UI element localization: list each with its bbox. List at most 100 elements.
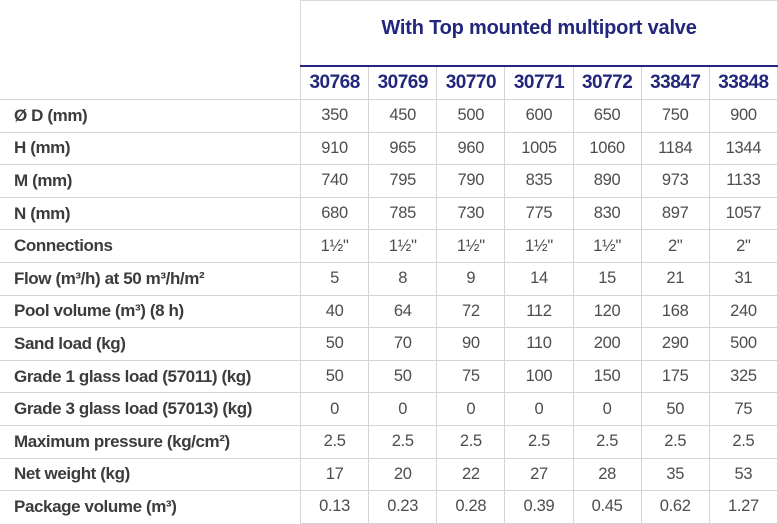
- spec-value: 0.62: [640, 490, 710, 524]
- spec-value: 740: [300, 164, 370, 198]
- spec-value: 890: [572, 164, 642, 198]
- spec-value: 2": [640, 229, 710, 263]
- spec-row: Ø D (mm) 350 450 500 600 650 750 900: [0, 99, 778, 133]
- product-code: 33848: [708, 66, 778, 100]
- spec-value: 40: [300, 295, 370, 329]
- spec-value: 2.5: [504, 425, 574, 459]
- spec-value: 0: [436, 392, 506, 426]
- spec-value: 50: [300, 360, 370, 394]
- row-label: Ø D (mm): [0, 99, 301, 133]
- product-code: 30772: [572, 66, 642, 100]
- spec-value: 31: [708, 262, 778, 296]
- row-label: Connections: [0, 229, 301, 263]
- spec-row: Net weight (kg) 17 20 22 27 28 35 53: [0, 458, 778, 492]
- empty-header-cell: [0, 66, 301, 100]
- spec-value: 5: [300, 262, 370, 296]
- spec-value: 900: [708, 99, 778, 133]
- spec-value: 0.23: [368, 490, 438, 524]
- spec-value: 1133: [708, 164, 778, 198]
- spec-value: 0.13: [300, 490, 370, 524]
- spec-value: 1½": [368, 229, 438, 263]
- spec-value: 35: [640, 458, 710, 492]
- spec-value: 2.5: [436, 425, 506, 459]
- row-label: Grade 3 glass load (57013) (kg): [0, 392, 301, 426]
- spec-value: 1344: [708, 132, 778, 166]
- spec-value: 50: [300, 327, 370, 361]
- spec-value: 960: [436, 132, 506, 166]
- spec-value: 110: [504, 327, 574, 361]
- spec-value: 897: [640, 197, 710, 231]
- spec-value: 112: [504, 295, 574, 329]
- spec-row: Sand load (kg) 50 70 90 110 200 290 500: [0, 327, 778, 361]
- spec-row: Maximum pressure (kg/cm²) 2.5 2.5 2.5 2.5 2.5…: [0, 425, 778, 459]
- spec-value: 15: [572, 262, 642, 296]
- spec-value: 75: [436, 360, 506, 394]
- spec-value: 0: [368, 392, 438, 426]
- row-label: Grade 1 glass load (57011) (kg): [0, 360, 301, 394]
- spec-value: 175: [640, 360, 710, 394]
- spec-value: 0: [572, 392, 642, 426]
- row-label: Flow (m³/h) at 50 m³/h/m²: [0, 262, 301, 296]
- spec-value: 0: [300, 392, 370, 426]
- spec-row: H (mm) 910 965 960 1005 1060 1184 1344: [0, 132, 778, 166]
- spec-value: 2.5: [572, 425, 642, 459]
- row-label: Maximum pressure (kg/cm²): [0, 425, 301, 459]
- product-code: 30770: [436, 66, 506, 100]
- spec-value: 150: [572, 360, 642, 394]
- row-label: M (mm): [0, 164, 301, 198]
- spec-value: 53: [708, 458, 778, 492]
- spec-row: Grade 1 glass load (57011) (kg) 50 50 75 100…: [0, 360, 778, 394]
- spec-value: 0.45: [572, 490, 642, 524]
- spec-value: 2.5: [368, 425, 438, 459]
- spec-row: N (mm) 680 785 730 775 830 897 1057: [0, 197, 778, 231]
- spec-value: 8: [368, 262, 438, 296]
- spec-value: 680: [300, 197, 370, 231]
- spec-row: Connections 1½" 1½" 1½" 1½" 1½" 2" 2": [0, 229, 778, 263]
- product-code: 30769: [368, 66, 438, 100]
- spec-value: 75: [708, 392, 778, 426]
- spec-value: 70: [368, 327, 438, 361]
- spec-value: 27: [504, 458, 574, 492]
- spec-value: 835: [504, 164, 574, 198]
- spec-value: 2.5: [300, 425, 370, 459]
- spec-value: 100: [504, 360, 574, 394]
- row-label: Net weight (kg): [0, 458, 301, 492]
- spec-value: 795: [368, 164, 438, 198]
- spec-value: 290: [640, 327, 710, 361]
- spec-value: 1½": [572, 229, 642, 263]
- spec-value: 0.39: [504, 490, 574, 524]
- spec-row: Pool volume (m³) (8 h) 40 64 72 112 120 168 240: [0, 295, 778, 329]
- spec-value: 650: [572, 99, 642, 133]
- row-label: Sand load (kg): [0, 327, 301, 361]
- spec-value: 600: [504, 99, 574, 133]
- spec-value: 200: [572, 327, 642, 361]
- spec-value: 20: [368, 458, 438, 492]
- product-code: 33847: [640, 66, 710, 100]
- spec-value: 910: [300, 132, 370, 166]
- spec-value: 9: [436, 262, 506, 296]
- spec-value: 90: [436, 327, 506, 361]
- spec-value: 1005: [504, 132, 574, 166]
- spec-value: 72: [436, 295, 506, 329]
- spec-value: 965: [368, 132, 438, 166]
- spec-value: 730: [436, 197, 506, 231]
- spec-value: 21: [640, 262, 710, 296]
- spec-value: 50: [640, 392, 710, 426]
- spec-value: 500: [436, 99, 506, 133]
- title-row: With Top mounted multiport valve: [0, 0, 778, 67]
- spec-value: 50: [368, 360, 438, 394]
- spec-row: Flow (m³/h) at 50 m³/h/m² 5 8 9 14 15 21 31: [0, 262, 778, 296]
- spec-value: 1½": [436, 229, 506, 263]
- spec-value: 240: [708, 295, 778, 329]
- spec-value: 1½": [300, 229, 370, 263]
- spec-value: 1½": [504, 229, 574, 263]
- spec-value: 2": [708, 229, 778, 263]
- spec-value: 2.5: [708, 425, 778, 459]
- row-label: N (mm): [0, 197, 301, 231]
- spec-value: 0.28: [436, 490, 506, 524]
- empty-corner: [0, 0, 301, 66]
- spec-value: 168: [640, 295, 710, 329]
- spec-value: 325: [708, 360, 778, 394]
- spec-value: 28: [572, 458, 642, 492]
- product-code: 30771: [504, 66, 574, 100]
